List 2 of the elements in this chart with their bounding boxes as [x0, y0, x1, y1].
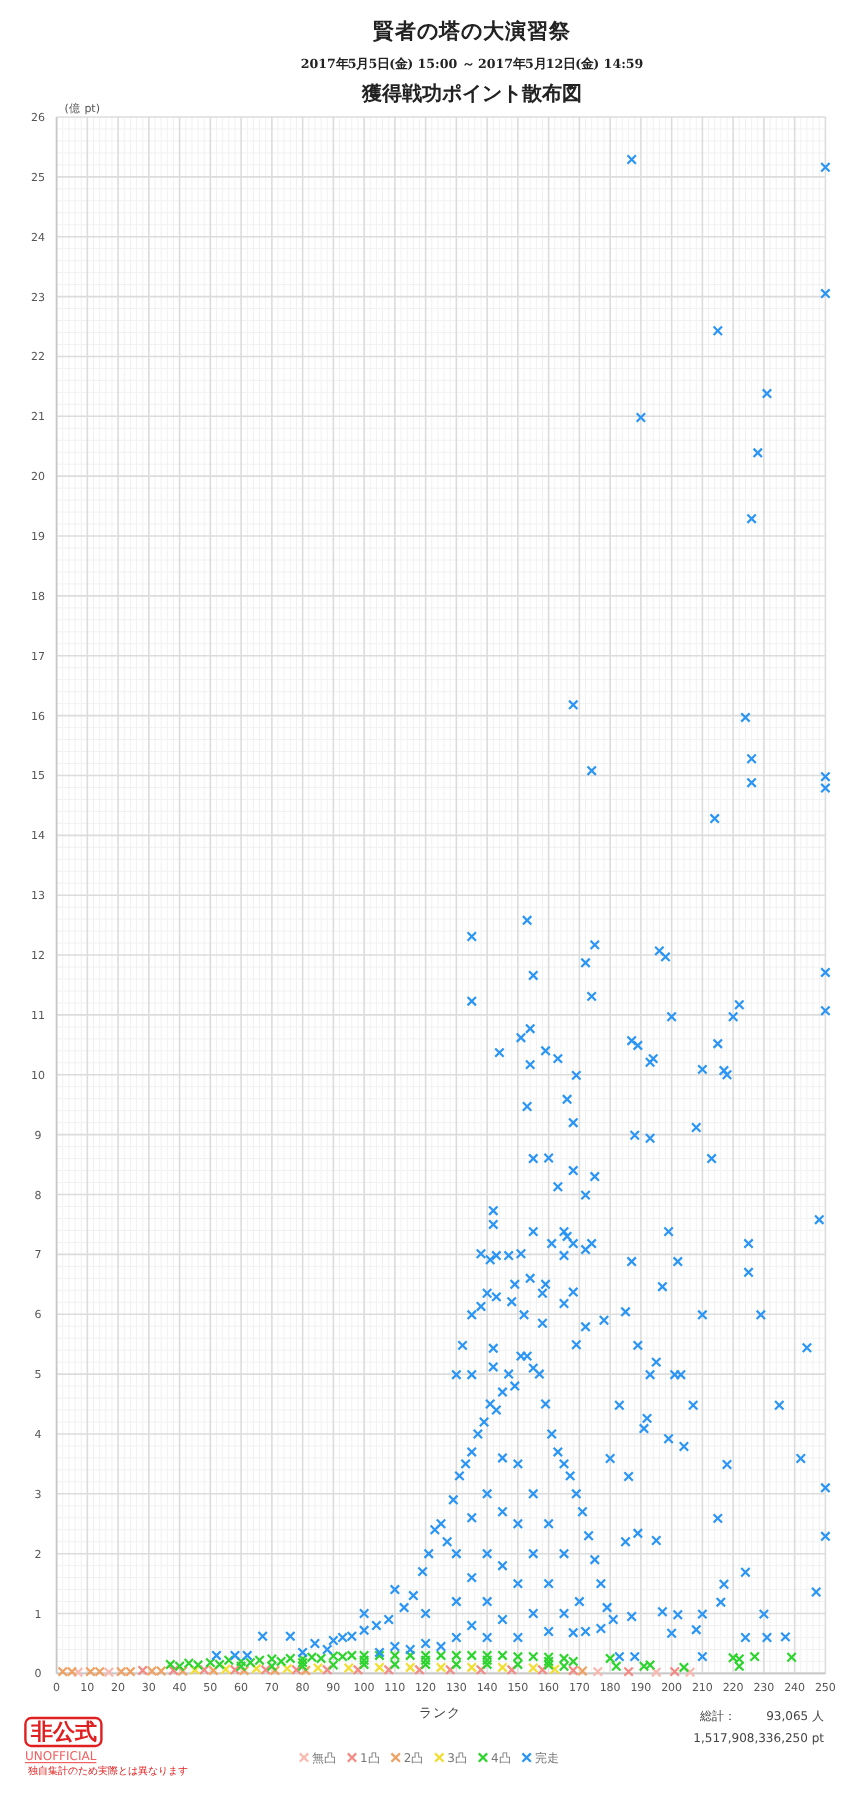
chart-title: 賢者の塔の大演習祭	[371, 18, 573, 44]
text: 獲得戦功ポイント散布図	[360, 82, 582, 106]
